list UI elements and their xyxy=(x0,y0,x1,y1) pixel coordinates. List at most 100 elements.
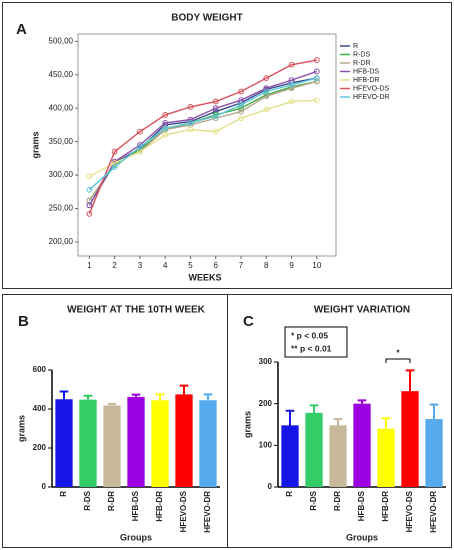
point xyxy=(162,112,169,118)
x-tick-label: 1 xyxy=(87,261,92,270)
error-bar xyxy=(285,409,295,426)
point xyxy=(187,103,194,110)
legend-label: R-DS xyxy=(353,51,370,58)
bar xyxy=(281,425,299,487)
point xyxy=(238,88,244,95)
y-tick-label: 500,00 xyxy=(49,36,74,45)
x-tick-label: R xyxy=(285,491,294,497)
point xyxy=(288,61,295,68)
bar xyxy=(127,396,145,487)
error-bar xyxy=(179,384,189,395)
x-tick-label: R-DR xyxy=(107,491,116,511)
point xyxy=(212,98,219,105)
point xyxy=(187,126,194,133)
bar xyxy=(199,400,217,487)
bar xyxy=(329,425,347,487)
panel-label: C xyxy=(243,313,254,330)
y-tick-label: 0 xyxy=(42,482,47,491)
legend-label: R-DR xyxy=(353,60,371,67)
y-tick-label: 0 xyxy=(268,482,273,491)
point xyxy=(313,57,320,63)
y-tick-label: 100 xyxy=(259,440,273,449)
y-tick-label: 450,00 xyxy=(49,70,74,79)
error-bar xyxy=(131,393,141,397)
point xyxy=(238,101,244,108)
point xyxy=(288,85,295,92)
x-tick-label: HFB-DS xyxy=(357,490,366,521)
x-tick-label: 7 xyxy=(239,261,244,270)
error-bar xyxy=(203,393,213,401)
significance-bracket xyxy=(385,358,411,363)
y-tick-label: 300 xyxy=(259,357,273,366)
point xyxy=(212,105,219,112)
chart-title: BODY WEIGHT xyxy=(171,13,242,24)
x-tick-label: R-DR xyxy=(333,491,342,511)
bar xyxy=(151,400,169,487)
bar xyxy=(401,391,419,487)
x-tick-label: 6 xyxy=(214,261,219,270)
point xyxy=(263,75,270,82)
legend-label: HFB-DR xyxy=(353,77,379,84)
error-bar xyxy=(333,418,343,426)
bar xyxy=(353,403,371,487)
panel-frame xyxy=(227,294,452,548)
x-tick-label: HFEVO-DR xyxy=(429,491,438,533)
legend-label: HFB-DS xyxy=(353,68,379,75)
x-tick-label: 2 xyxy=(112,261,117,270)
y-tick-label: 200 xyxy=(259,399,273,408)
point xyxy=(86,202,93,209)
y-tick-label: 300,00 xyxy=(49,170,74,179)
legend-label: HFEVO-DR xyxy=(353,94,390,101)
bar xyxy=(79,399,97,487)
legend-label: R xyxy=(353,43,358,50)
x-tick-label: R xyxy=(59,491,68,497)
bar xyxy=(305,412,323,487)
chart-title: WEIGHT AT THE 10TH WEEK xyxy=(67,305,206,316)
bar xyxy=(103,405,121,487)
series-line xyxy=(88,77,318,191)
series-line xyxy=(88,70,318,206)
x-axis-label: WEEKS xyxy=(188,272,221,282)
chart-title: WEIGHT VARIATION xyxy=(314,305,410,316)
point xyxy=(238,105,244,112)
x-tick-label: 5 xyxy=(188,261,193,270)
error-bar xyxy=(83,394,93,400)
panel-label: A xyxy=(16,21,27,38)
x-tick-label: 8 xyxy=(264,261,269,270)
x-tick-label: HFB-DR xyxy=(381,491,390,522)
error-bar xyxy=(405,369,415,392)
x-tick-label: HFEVO-DS xyxy=(179,490,188,532)
y-axis-label: grams xyxy=(30,131,40,158)
x-tick-label: 9 xyxy=(289,261,294,270)
point xyxy=(137,144,143,150)
bar xyxy=(377,428,395,487)
point xyxy=(212,128,219,135)
error-bar xyxy=(309,404,319,413)
annotation: * xyxy=(396,347,400,357)
y-tick-label: 200,00 xyxy=(49,237,74,246)
error-bar xyxy=(107,402,117,406)
point xyxy=(263,85,270,92)
legend-label: HFEVO-DS xyxy=(353,85,390,92)
bar xyxy=(175,394,193,487)
legend-box xyxy=(284,326,348,358)
series-line xyxy=(88,59,317,215)
bar xyxy=(425,419,443,487)
point xyxy=(187,120,194,126)
y-tick-label: 200 xyxy=(33,443,47,452)
x-tick-label: HFEVO-DR xyxy=(203,491,212,533)
y-tick-label: 400 xyxy=(33,404,47,413)
point xyxy=(137,128,143,135)
point xyxy=(263,88,270,95)
point xyxy=(86,210,93,217)
series-line xyxy=(88,77,317,206)
point xyxy=(111,160,118,166)
y-tick-label: 350,00 xyxy=(49,137,74,146)
annotation: ** p < 0.01 xyxy=(291,343,332,353)
point xyxy=(111,164,118,170)
x-tick-label: 3 xyxy=(138,261,143,270)
point xyxy=(238,115,244,122)
annotation: * p < 0.05 xyxy=(291,330,328,340)
point xyxy=(313,97,320,104)
